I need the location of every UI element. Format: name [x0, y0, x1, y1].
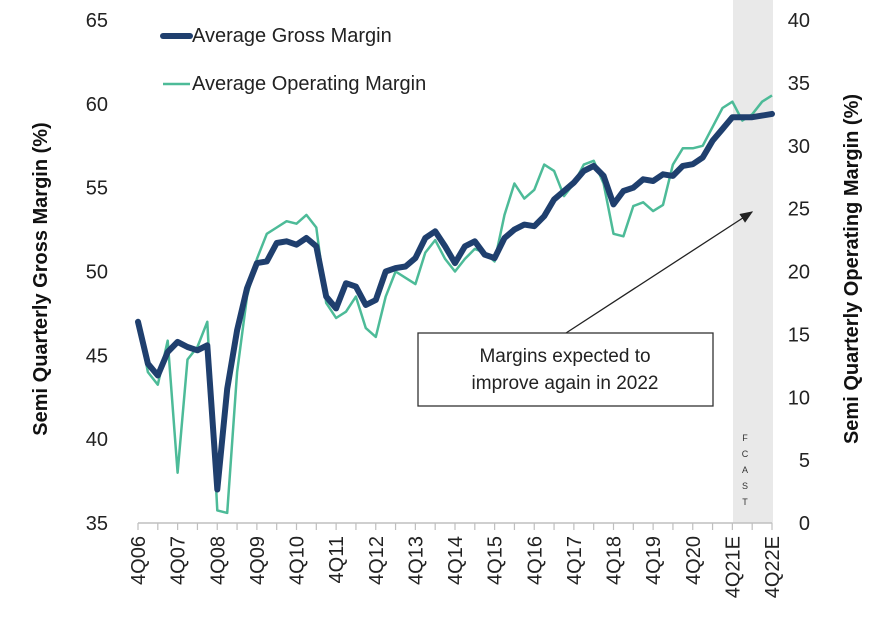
y-right-tick-label: 10	[788, 387, 810, 409]
annotation-line-2: improve again in 2022	[472, 373, 659, 394]
x-tick-label: 4Q22E	[762, 536, 784, 598]
legend-label-operating-margin: Average Operating Margin	[192, 73, 426, 95]
forecast-letter: A	[742, 465, 748, 475]
x-tick-label: 4Q16	[524, 536, 546, 585]
y-right-tick-label: 25	[788, 199, 810, 221]
y-left-tick-label: 50	[86, 262, 108, 284]
y-left-tick-label: 65	[86, 10, 108, 32]
y-right-tick-label: 20	[788, 262, 810, 284]
x-tick-label: 4Q19	[643, 536, 665, 585]
y-right-tick-label: 35	[788, 73, 810, 95]
y-axis-left-ticks: 35 40 45 50 55 60 65	[86, 10, 108, 535]
y-right-tick-label: 30	[788, 136, 810, 158]
annotation: Margins expected to improve again in 202…	[417, 211, 754, 407]
annotation-box	[417, 332, 714, 407]
x-tick-label: 4Q07	[168, 536, 190, 585]
x-tick-label: 4Q21E	[722, 536, 744, 598]
y-right-tick-label: 40	[788, 10, 810, 32]
x-tick-label: 4Q06	[128, 536, 150, 585]
forecast-letter: C	[742, 449, 749, 459]
x-tick-label: 4Q20	[683, 536, 705, 585]
x-tick-marks	[137, 523, 773, 530]
x-tick-labels: 4Q06 4Q07 4Q08 4Q09 4Q10 4Q11 4Q12 4Q13 4Q14 4Q15…	[128, 536, 784, 598]
forecast-letter: F	[742, 433, 748, 443]
y-axis-left-title: Semi Quarterly Gross Margin (%)	[30, 122, 52, 435]
x-tick-label: 4Q13	[405, 536, 427, 585]
x-tick-label: 4Q11	[326, 536, 348, 583]
x-tick-label: 4Q14	[445, 536, 467, 585]
y-left-tick-label: 40	[86, 429, 108, 451]
annotation-line-1: Margins expected to	[479, 346, 650, 367]
x-tick-label: 4Q08	[207, 536, 229, 585]
legend: Average Gross Margin Average Operating M…	[160, 25, 426, 95]
y-left-tick-label: 55	[86, 178, 108, 200]
forecast-letter: T	[742, 497, 748, 507]
series-line-average-operating-margin	[136, 94, 773, 515]
y-left-tick-label: 45	[86, 345, 108, 367]
y-right-tick-label: 5	[799, 450, 810, 472]
y-axis-right-ticks: 0 5 10 15 20 25 30 35 40	[788, 10, 810, 535]
x-tick-label: 4Q17	[564, 536, 586, 585]
legend-label-gross-margin: Average Gross Margin	[192, 25, 392, 47]
forecast-letter: S	[742, 481, 748, 491]
y-left-tick-label: 60	[86, 94, 108, 116]
x-tick-label: 4Q12	[366, 536, 388, 585]
x-tick-label: 4Q09	[247, 536, 269, 585]
y-axis-right-title: Semi Quarterly Operating Margin (%)	[841, 94, 863, 444]
y-right-tick-label: 0	[799, 513, 810, 535]
series-line-average-gross-margin	[135, 110, 775, 493]
x-tick-label: 4Q18	[604, 536, 626, 585]
y-right-tick-label: 15	[788, 324, 810, 346]
x-tick-label: 4Q10	[287, 536, 309, 585]
x-tick-label: 4Q15	[485, 536, 507, 585]
forecast-shade	[733, 0, 773, 523]
y-left-tick-label: 35	[86, 513, 108, 535]
annotation-arrow	[565, 211, 754, 334]
